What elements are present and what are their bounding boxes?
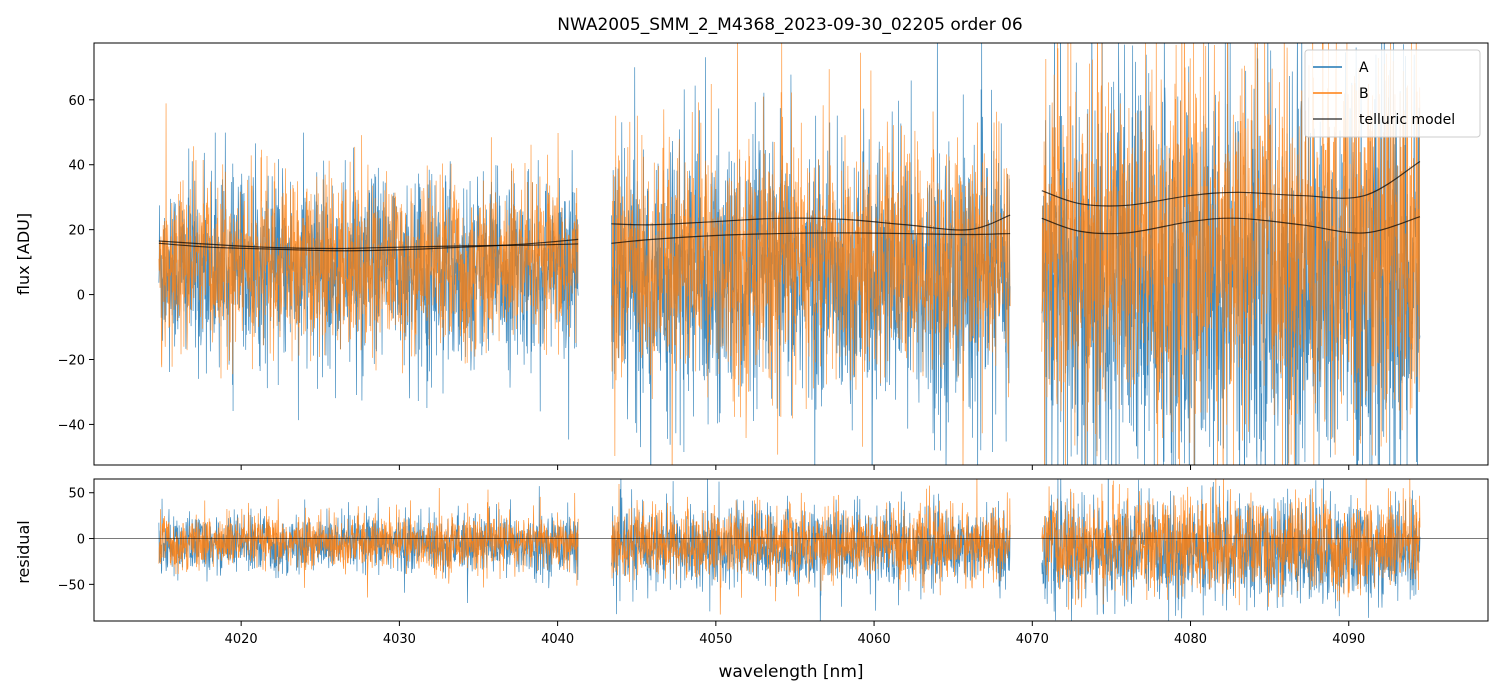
legend: A B telluric model — [1304, 49, 1481, 138]
series-b-segment-3 — [1041, 43, 1421, 465]
residual-x-tick-label: 4050 — [699, 632, 732, 647]
legend-label-b: B — [1359, 86, 1369, 102]
flux-axes-frame — [93, 42, 1489, 466]
residual-a-segment-2 — [611, 479, 1011, 621]
series-a-segment-1 — [158, 132, 579, 440]
residual-x-ticks: 4020 4030 4040 4050 4060 4070 4080 4090 — [225, 621, 1365, 647]
flux-panel: −40 −20 0 20 40 60 flux [ADU] A B telluric mo… — [14, 42, 1489, 470]
series-b-segment-2 — [611, 43, 1011, 465]
residual-y-tick-label: 50 — [68, 487, 85, 502]
flux-y-tick-label: 60 — [68, 94, 85, 109]
residual-b-segment-2 — [611, 479, 1011, 615]
flux-y-tick-label: −40 — [58, 418, 85, 433]
telluric-model-curve-4 — [611, 232, 1011, 244]
flux-x-ticks — [240, 465, 1350, 470]
residual-y-tick-label: −50 — [58, 578, 85, 593]
telluric-model-curve-1 — [158, 240, 579, 250]
residual-plot-area — [94, 479, 1488, 621]
residual-x-tick-label: 4070 — [1016, 632, 1049, 647]
flux-y-tick-label: 20 — [68, 224, 85, 239]
flux-y-axis-label: flux [ADU] — [14, 213, 33, 295]
flux-y-tick-label: −20 — [58, 354, 85, 369]
legend-label-telluric: telluric model — [1359, 112, 1455, 128]
flux-plot-area — [158, 43, 1421, 465]
series-b-segment-1 — [158, 103, 579, 379]
flux-y-ticks: −40 −20 0 20 40 60 — [58, 94, 94, 433]
flux-y-tick-label: 40 — [68, 159, 85, 174]
legend-frame — [1304, 49, 1481, 138]
residual-x-tick-label: 4030 — [383, 632, 416, 647]
residual-b-segment-1 — [158, 487, 579, 598]
flux-y-tick-label: 0 — [77, 289, 85, 304]
residual-axes-frame — [93, 478, 1489, 622]
residual-x-tick-label: 4020 — [225, 632, 258, 647]
legend-label-a: A — [1359, 60, 1369, 76]
residual-y-tick-label: 0 — [77, 533, 85, 548]
residual-x-tick-label: 4060 — [858, 632, 891, 647]
residual-y-ticks: −50 0 50 — [58, 487, 94, 593]
residual-b-segment-3 — [1041, 479, 1421, 610]
residual-x-tick-label: 4080 — [1174, 632, 1207, 647]
x-axis-label: wavelength [nm] — [718, 662, 863, 682]
telluric-model-curve-6 — [1041, 216, 1421, 235]
telluric-model-curve-2 — [158, 238, 579, 252]
telluric-model-curve-3 — [611, 214, 1011, 231]
telluric-model-curve-5 — [1041, 160, 1421, 207]
residual-x-tick-label: 4040 — [541, 632, 574, 647]
figure-title: NWA2005_SMM_2_M4368_2023-09-30_02205 ord… — [557, 15, 1023, 35]
residual-x-tick-label: 4090 — [1332, 632, 1365, 647]
residual-y-axis-label: residual — [14, 520, 33, 583]
